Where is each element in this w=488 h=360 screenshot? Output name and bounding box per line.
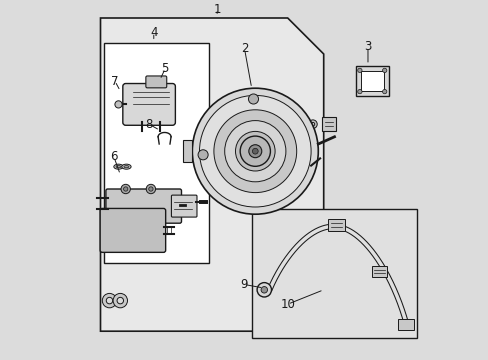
Circle shape — [152, 117, 158, 124]
Text: 6: 6 — [110, 150, 117, 163]
Text: 4: 4 — [150, 26, 157, 39]
Ellipse shape — [114, 164, 123, 169]
Text: 8: 8 — [145, 118, 152, 131]
FancyBboxPatch shape — [321, 117, 336, 131]
Circle shape — [357, 89, 361, 94]
Circle shape — [133, 224, 146, 237]
Circle shape — [199, 95, 310, 207]
Circle shape — [357, 68, 361, 73]
Circle shape — [145, 117, 152, 124]
Ellipse shape — [116, 166, 121, 168]
Bar — [104, 43, 208, 263]
Circle shape — [110, 224, 123, 237]
Circle shape — [118, 92, 122, 95]
Polygon shape — [114, 86, 126, 101]
FancyBboxPatch shape — [355, 67, 388, 96]
Circle shape — [244, 140, 265, 162]
Circle shape — [192, 88, 318, 214]
Circle shape — [146, 184, 155, 194]
Ellipse shape — [122, 164, 131, 169]
Circle shape — [148, 187, 153, 191]
Circle shape — [382, 68, 386, 73]
Circle shape — [308, 120, 317, 129]
Text: 7: 7 — [111, 75, 119, 87]
Text: 10: 10 — [280, 298, 295, 311]
Circle shape — [123, 187, 127, 191]
Circle shape — [257, 283, 271, 297]
FancyBboxPatch shape — [327, 219, 344, 231]
Text: 3: 3 — [364, 40, 371, 53]
Ellipse shape — [123, 166, 129, 168]
Circle shape — [213, 110, 296, 193]
Circle shape — [261, 287, 267, 293]
Circle shape — [252, 148, 258, 154]
FancyBboxPatch shape — [171, 195, 197, 217]
Circle shape — [198, 150, 208, 160]
Circle shape — [111, 173, 122, 183]
Circle shape — [122, 176, 126, 180]
Circle shape — [117, 297, 123, 304]
Circle shape — [102, 293, 117, 308]
Circle shape — [120, 173, 129, 183]
Circle shape — [153, 119, 156, 122]
Circle shape — [106, 297, 113, 304]
Bar — [183, 140, 192, 162]
Bar — [251, 209, 416, 338]
Circle shape — [235, 131, 275, 171]
Circle shape — [248, 145, 261, 158]
Circle shape — [130, 176, 134, 180]
Polygon shape — [101, 18, 323, 331]
FancyBboxPatch shape — [100, 208, 165, 252]
Circle shape — [224, 121, 285, 182]
Text: 5: 5 — [161, 62, 169, 75]
Circle shape — [240, 136, 270, 166]
FancyBboxPatch shape — [106, 189, 181, 223]
Text: 9: 9 — [240, 278, 247, 291]
Circle shape — [113, 293, 127, 308]
FancyBboxPatch shape — [145, 76, 166, 88]
Circle shape — [114, 176, 119, 180]
Circle shape — [248, 94, 258, 104]
Circle shape — [114, 228, 120, 233]
FancyBboxPatch shape — [122, 84, 175, 125]
Circle shape — [147, 119, 150, 122]
FancyBboxPatch shape — [397, 319, 413, 330]
Text: 2: 2 — [240, 42, 248, 55]
Circle shape — [121, 184, 130, 194]
Circle shape — [115, 89, 125, 98]
Text: 1: 1 — [213, 3, 221, 15]
Circle shape — [137, 228, 142, 233]
Circle shape — [127, 173, 137, 183]
Circle shape — [115, 101, 122, 108]
FancyBboxPatch shape — [360, 71, 383, 91]
Circle shape — [310, 122, 314, 126]
FancyBboxPatch shape — [371, 266, 386, 277]
Circle shape — [382, 89, 386, 94]
